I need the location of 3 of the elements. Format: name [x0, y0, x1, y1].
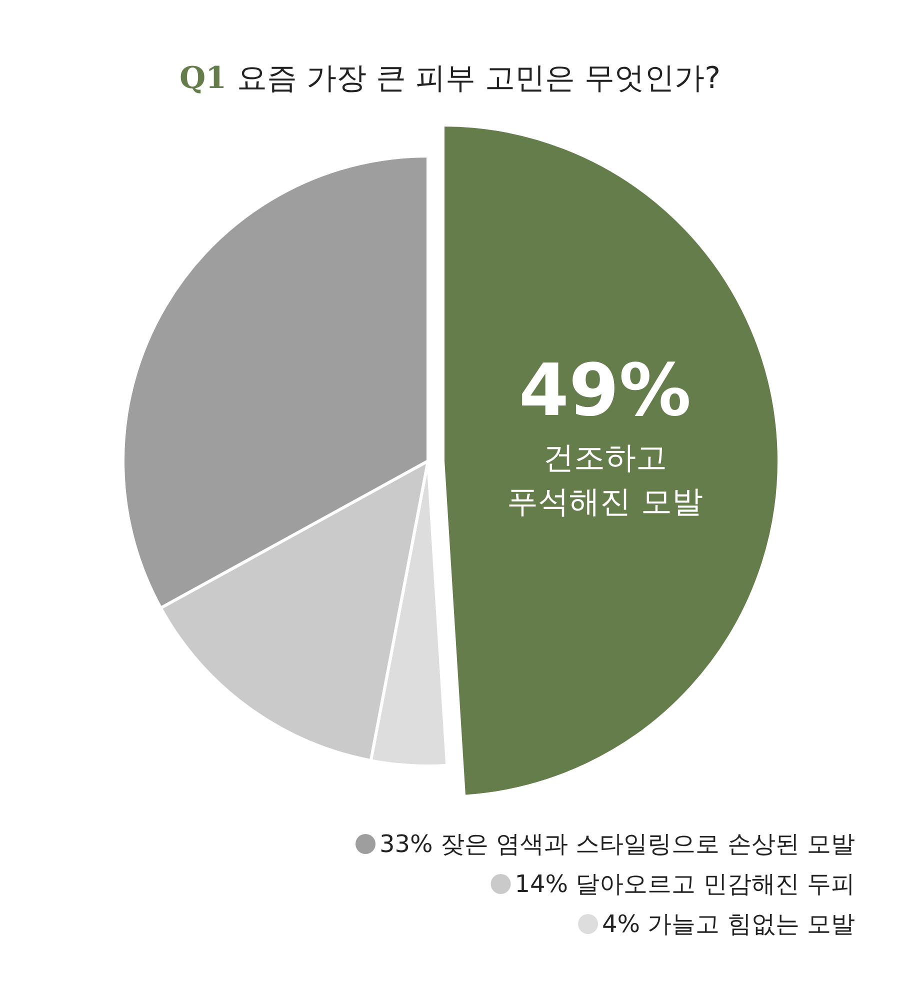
slice-label: 건조하고 푸석해진 모발: [507, 440, 703, 520]
title: Q1 요즘 가장 큰 피부 고민은 무엇인가?: [179, 61, 721, 96]
data-label: 49%: [518, 348, 692, 432]
